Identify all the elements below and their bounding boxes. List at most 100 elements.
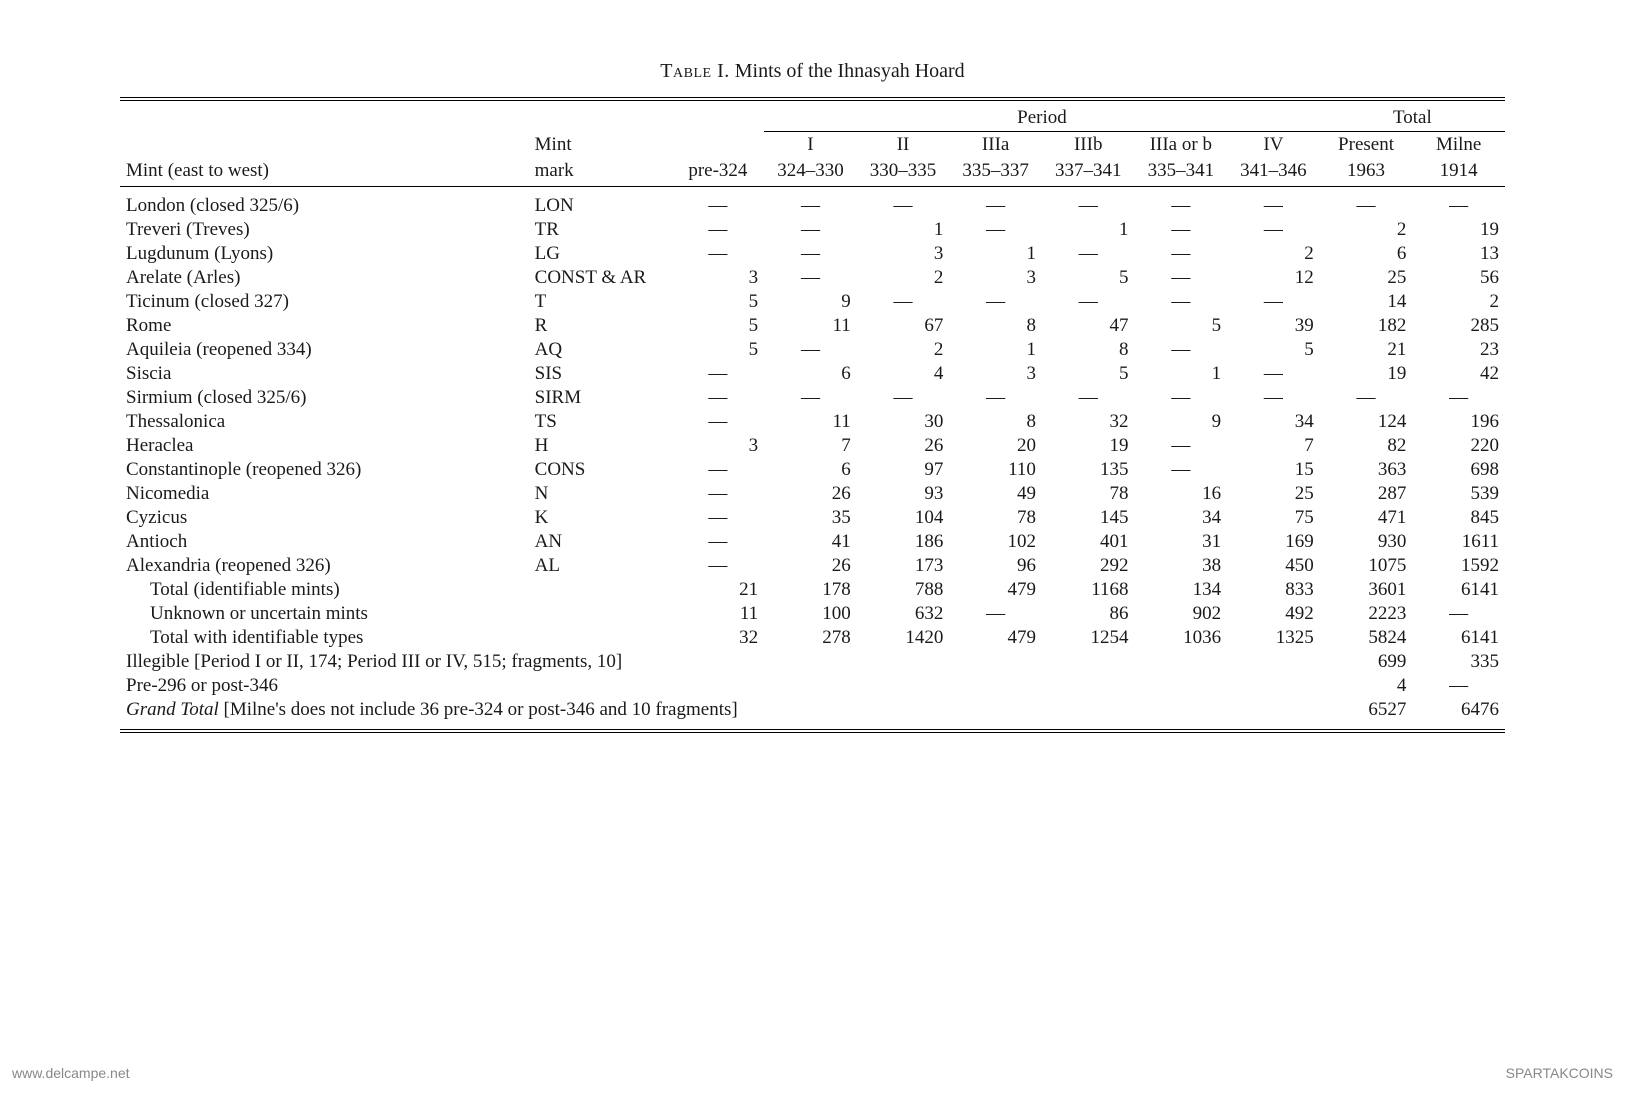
value-cell: 11: [672, 602, 765, 626]
mark-cell: SIS: [529, 362, 672, 386]
value-cell: —: [1320, 386, 1413, 410]
value-cell: 5: [1135, 314, 1228, 338]
value-cell: —: [672, 218, 765, 242]
mint-cell: Thessalonica: [120, 410, 529, 434]
mint-cell: Unknown or uncertain mints: [120, 602, 529, 626]
value-cell: 135: [1042, 458, 1135, 482]
value-cell: 19: [1412, 218, 1505, 242]
value-cell: 104: [857, 506, 950, 530]
mint-cell: Total (identifiable mints): [120, 578, 529, 602]
value-cell: —: [672, 386, 765, 410]
value-cell: 38: [1135, 554, 1228, 578]
value-cell: 3: [857, 242, 950, 266]
value-cell: 6527: [1320, 698, 1413, 729]
period-IIIb-range: 337–341: [1042, 158, 1135, 187]
table-row: Lugdunum (Lyons)LG——31——2613: [120, 242, 1505, 266]
mint-cell: Arelate (Arles): [120, 266, 529, 290]
mint-cell: Heraclea: [120, 434, 529, 458]
value-cell: 2: [857, 338, 950, 362]
value-cell: 2: [1412, 290, 1505, 314]
value-cell: —: [1135, 458, 1228, 482]
mark-cell: R: [529, 314, 672, 338]
value-cell: —: [1320, 187, 1413, 219]
value-cell: 6: [1320, 242, 1413, 266]
value-cell: —: [1042, 187, 1135, 219]
mark-cell: SIRM: [529, 386, 672, 410]
value-cell: 25: [1227, 482, 1320, 506]
value-cell: 4: [1320, 674, 1413, 698]
value-cell: —: [764, 386, 857, 410]
value-cell: 86: [1042, 602, 1135, 626]
value-cell: 833: [1227, 578, 1320, 602]
table-row: Alexandria (reopened 326)AL—261739629238…: [120, 554, 1505, 578]
period-I-range: 324–330: [764, 158, 857, 187]
table-row: Total with identifiable types32278142047…: [120, 626, 1505, 650]
period-IIIaorb-label: IIIa or b: [1135, 132, 1228, 159]
table-row: London (closed 325/6)LON—————————: [120, 187, 1505, 219]
value-cell: —: [1227, 290, 1320, 314]
value-cell: 3: [949, 266, 1042, 290]
total-present-label: Present: [1320, 132, 1413, 159]
total-present-range: 1963: [1320, 158, 1413, 187]
value-cell: 471: [1320, 506, 1413, 530]
value-cell: 32: [1042, 410, 1135, 434]
table-row: AntiochAN—41186102401311699301611: [120, 530, 1505, 554]
value-cell: 30: [857, 410, 950, 434]
value-cell: —: [764, 242, 857, 266]
value-cell: 134: [1135, 578, 1228, 602]
value-cell: —: [949, 386, 1042, 410]
period-IIIb-label: IIIb: [1042, 132, 1135, 159]
period-group-header: Period: [764, 101, 1320, 132]
value-cell: 6: [764, 458, 857, 482]
value-cell: 11: [764, 314, 857, 338]
value-cell: 173: [857, 554, 950, 578]
value-cell: 20: [949, 434, 1042, 458]
table-row: Ticinum (closed 327)T59—————142: [120, 290, 1505, 314]
period-IV-range: 341–346: [1227, 158, 1320, 187]
table-row: Sirmium (closed 325/6)SIRM—————————: [120, 386, 1505, 410]
watermark-left: www.delcampe.net: [12, 1065, 130, 1081]
period-pre324-range: pre-324: [672, 158, 765, 187]
mark-cell: AL: [529, 554, 672, 578]
value-cell: 2: [1320, 218, 1413, 242]
value-cell: —: [857, 187, 950, 219]
title-label: Table I.: [660, 60, 729, 82]
mark-cell: T: [529, 290, 672, 314]
table-row: Aquileia (reopened 334)AQ5—218—52123: [120, 338, 1505, 362]
value-cell: 16: [1135, 482, 1228, 506]
value-cell: —: [1412, 187, 1505, 219]
value-cell: 220: [1412, 434, 1505, 458]
table-row: Illegible [Period I or II, 174; Period I…: [120, 650, 1505, 674]
table-row: CyzicusK—35104781453475471845: [120, 506, 1505, 530]
value-cell: —: [672, 482, 765, 506]
value-cell: 5824: [1320, 626, 1413, 650]
value-cell: 278: [764, 626, 857, 650]
value-cell: 285: [1412, 314, 1505, 338]
value-cell: —: [672, 554, 765, 578]
value-cell: 3: [672, 266, 765, 290]
value-cell: —: [1135, 290, 1228, 314]
value-cell: —: [672, 458, 765, 482]
value-cell: 31: [1135, 530, 1228, 554]
value-cell: —: [1135, 266, 1228, 290]
value-cell: 124: [1320, 410, 1413, 434]
table-row: Grand Total [Milne's does not include 36…: [120, 698, 1505, 729]
mint-cell: Treveri (Treves): [120, 218, 529, 242]
value-cell: 49: [949, 482, 1042, 506]
value-cell: 1036: [1135, 626, 1228, 650]
value-cell: 186: [857, 530, 950, 554]
value-cell: 96: [949, 554, 1042, 578]
value-cell: 7: [1227, 434, 1320, 458]
value-cell: 1: [949, 242, 1042, 266]
document-page: Table I. Mints of the Ihnasyah Hoard Per…: [0, 0, 1625, 1093]
value-cell: 19: [1042, 434, 1135, 458]
value-cell: 14: [1320, 290, 1413, 314]
value-cell: —: [1135, 218, 1228, 242]
mark-cell: [529, 602, 672, 626]
value-cell: 26: [857, 434, 950, 458]
mint-cell: Aquileia (reopened 334): [120, 338, 529, 362]
value-cell: 699: [1320, 650, 1413, 674]
value-cell: —: [764, 218, 857, 242]
mark-cell: LON: [529, 187, 672, 219]
value-cell: 2: [1227, 242, 1320, 266]
